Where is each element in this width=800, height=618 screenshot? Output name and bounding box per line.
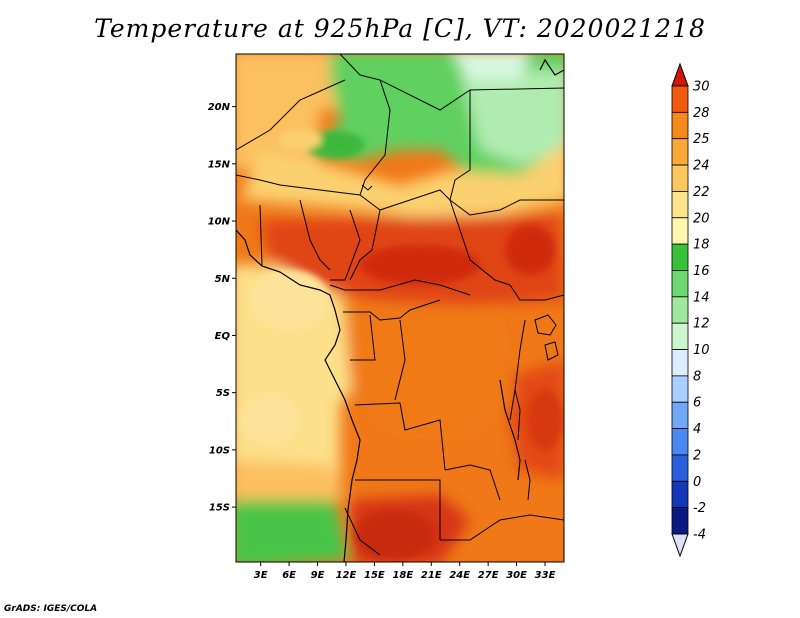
lon-label: 27E — [478, 570, 499, 581]
lakes — [361, 184, 559, 501]
lat-label: 15N — [208, 159, 231, 170]
country-borders — [236, 54, 564, 556]
colorbar-label: 24 — [693, 159, 710, 174]
colorbar-segment — [671, 349, 689, 377]
colorbar-segment — [671, 191, 689, 219]
lat-label: 10N — [208, 217, 231, 228]
colorbar-label: 14 — [693, 290, 710, 305]
lat-label: 5S — [216, 388, 230, 399]
lon-label: 3E — [254, 570, 268, 581]
colorbar-segment — [671, 138, 689, 166]
colorbar-segment — [671, 217, 689, 245]
colorbar-segment — [671, 375, 689, 403]
lat-label: 15S — [209, 503, 230, 514]
lat-label: 5N — [215, 274, 231, 285]
colorbar-segment — [671, 164, 689, 192]
colorbar-label: 16 — [693, 264, 710, 279]
colorbar-segment — [671, 507, 689, 535]
colorbar-segment — [671, 85, 689, 113]
colorbar-label: -4 — [693, 528, 706, 543]
lon-label: 21E — [421, 570, 442, 581]
colorbar-segment — [671, 454, 689, 482]
colorbar-segment — [671, 322, 689, 350]
map-title: Temperature at 925hPa [C], VT: 202002121… — [94, 14, 706, 43]
axis-ticks — [232, 106, 546, 566]
lat-label: EQ — [215, 331, 231, 342]
colorbar-segment — [671, 111, 689, 140]
colorbar-segment — [671, 296, 689, 324]
colorbar-label: 2 — [693, 448, 701, 463]
colorbar-bottom-arrow — [671, 533, 689, 558]
lat-label: 20N — [208, 102, 231, 113]
colorbar-label: 8 — [693, 369, 701, 384]
lon-label: 6E — [282, 570, 296, 581]
colorbar-label: 12 — [693, 317, 710, 332]
lon-label: 24E — [449, 570, 470, 581]
colorbar-label: 22 — [693, 185, 710, 200]
colorbar-segment — [671, 401, 689, 429]
lon-label: 30E — [506, 570, 527, 581]
lat-label: 10S — [209, 445, 230, 456]
colorbar-label: 18 — [693, 238, 710, 253]
colorbar-top-arrow — [671, 62, 689, 87]
colorbar-label: 6 — [693, 396, 701, 411]
colorbar-label: 25 — [693, 132, 710, 147]
colorbar-label: -2 — [693, 501, 706, 516]
colorbar-label: 0 — [693, 475, 701, 490]
coastline — [236, 58, 564, 562]
colorbar-label: 4 — [693, 422, 701, 437]
colorbar-segment — [671, 428, 689, 456]
colorbar-segment — [671, 243, 689, 271]
colorbar-label: 30 — [693, 80, 710, 95]
lon-label: 9E — [311, 570, 325, 581]
lon-label: 18E — [392, 570, 413, 581]
lon-label: 12E — [336, 570, 357, 581]
colorbar-segment — [671, 270, 689, 298]
map-frame — [235, 53, 565, 563]
lat-axis-labels: 20N 15N 10N 5N EQ 5S 10S 15S — [208, 102, 231, 513]
lon-axis-labels: 3E 6E 9E 12E 15E 18E 21E 24E 27E 30E 33E — [254, 570, 556, 581]
colorbar-label: 20 — [693, 211, 710, 226]
temperature-field — [236, 54, 564, 562]
colorbar-label: 28 — [693, 106, 710, 121]
colorbar-label: 10 — [693, 343, 710, 358]
credit-label: GrADS: IGES/COLA — [4, 604, 98, 614]
colorbar-segment — [671, 480, 689, 509]
lon-label: 15E — [364, 570, 385, 581]
lon-label: 33E — [535, 570, 556, 581]
